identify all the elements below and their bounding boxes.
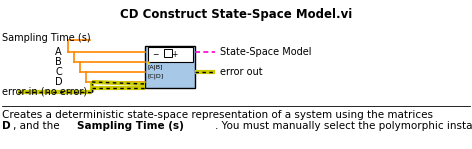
Text: Sampling Time (s): Sampling Time (s) (77, 121, 185, 131)
Text: C: C (55, 67, 62, 77)
Text: [C|D]: [C|D] (148, 74, 164, 79)
Text: D: D (55, 77, 63, 87)
Text: −: − (152, 50, 159, 59)
Bar (148, 47, 193, 62)
Text: [A|B]: [A|B] (148, 65, 163, 70)
Text: Creates a deterministic state-space representation of a system using the matrice: Creates a deterministic state-space repr… (2, 110, 436, 120)
Text: State-Space Model: State-Space Model (220, 47, 312, 57)
Text: B: B (55, 57, 62, 67)
Text: Sampling Time (s): Sampling Time (s) (2, 33, 91, 43)
Bar (145, 46, 195, 88)
Text: +: + (171, 50, 178, 59)
Bar (164, 49, 172, 57)
Text: D: D (2, 121, 11, 131)
Text: ★: ★ (146, 61, 151, 66)
Text: , and the: , and the (13, 121, 63, 131)
Text: . You must manually select the polymorphic instance to use.: . You must manually select the polymorph… (215, 121, 472, 131)
Text: error out: error out (220, 67, 262, 77)
Text: error in (no error): error in (no error) (2, 87, 87, 97)
Text: CD Construct State-Space Model.vi: CD Construct State-Space Model.vi (120, 8, 352, 21)
Text: A: A (55, 47, 62, 57)
